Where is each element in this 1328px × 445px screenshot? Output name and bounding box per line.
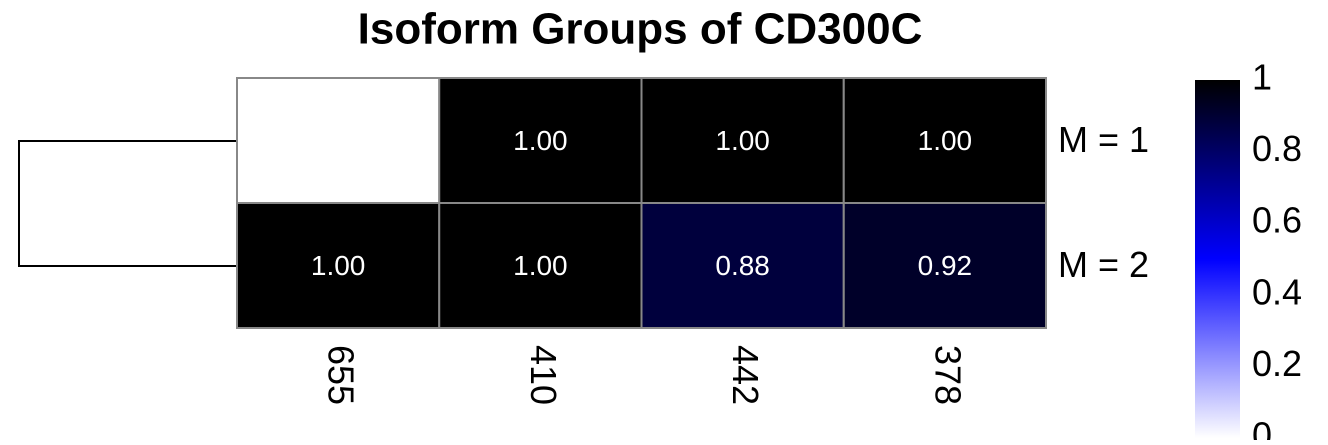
cell <box>842 77 1047 204</box>
cell-label: 1.00 <box>311 250 366 281</box>
cell <box>640 202 845 329</box>
column-label: 655 <box>321 345 362 405</box>
cell <box>842 202 1047 329</box>
chart-title: Isoform Groups of CD300C <box>358 5 923 54</box>
column-label: 410 <box>523 345 564 405</box>
colorbar-tick-label: 0.2 <box>1252 343 1302 384</box>
colorbar-tick-label: 0 <box>1252 415 1272 440</box>
colorbar-tick-label: 1 <box>1252 57 1272 98</box>
cell-label: 0.92 <box>918 250 973 281</box>
row-label: M = 2 <box>1058 244 1149 285</box>
empty-cell <box>236 77 441 204</box>
cell-label: 1.00 <box>918 125 973 156</box>
colorbar-tick-label: 0.8 <box>1252 128 1302 169</box>
colorbar-tick-label: 0.6 <box>1252 200 1302 241</box>
cell <box>438 202 643 329</box>
cell-label: 0.88 <box>715 250 770 281</box>
cell <box>438 77 643 204</box>
dendrogram <box>18 140 237 267</box>
cell <box>236 202 441 329</box>
colorbar <box>1195 80 1240 438</box>
column-label: 378 <box>927 345 968 405</box>
cell <box>640 77 845 204</box>
row-label: M = 1 <box>1058 119 1149 160</box>
colorbar-tick-label: 0.4 <box>1252 271 1302 312</box>
cell-label: 1.00 <box>715 125 770 156</box>
cell-label: 1.00 <box>513 125 568 156</box>
cell-label: 1.00 <box>513 250 568 281</box>
column-label: 442 <box>725 345 766 405</box>
